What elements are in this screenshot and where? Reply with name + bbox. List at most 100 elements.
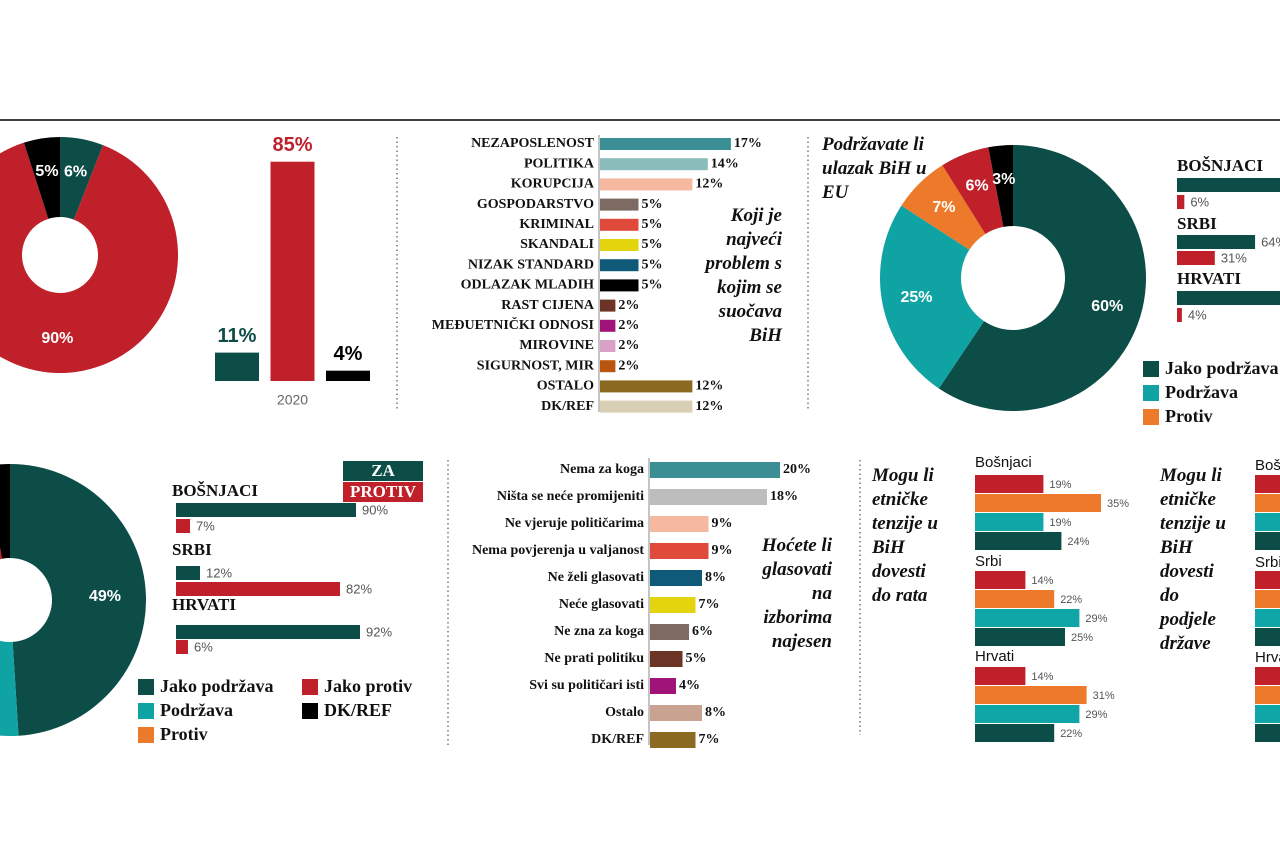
group-label: Hrvati	[975, 648, 1014, 665]
legend-swatch	[1143, 409, 1159, 425]
bar	[975, 667, 1026, 685]
bar	[1177, 308, 1182, 322]
bar	[600, 178, 693, 191]
bar	[975, 532, 1062, 550]
bar	[600, 239, 639, 251]
bar	[600, 259, 639, 272]
data-label: 2%	[618, 358, 639, 373]
bar	[600, 218, 639, 231]
bar	[650, 543, 709, 559]
bar	[1255, 571, 1280, 589]
chart-title: Hoćete li glasovati na izborima najesen	[761, 535, 832, 652]
category-label: POLITIKA	[524, 156, 595, 171]
bar	[650, 516, 709, 532]
legend-label: Protiv	[1165, 406, 1213, 426]
category-label: SKANDALI	[520, 237, 594, 252]
data-label: 22%	[1060, 594, 1082, 606]
bar	[975, 724, 1055, 742]
category-label: MEĐUETNIČKI ODNOSI	[432, 316, 594, 333]
data-label: 4%	[1188, 307, 1207, 322]
legend-label: Jako protiv	[324, 676, 412, 696]
data-label: 2%	[618, 338, 639, 353]
bar	[176, 640, 188, 654]
category-label: Ne prati politiku	[544, 651, 644, 666]
donut-slice	[988, 145, 1013, 227]
bar	[1255, 667, 1280, 685]
bar	[1255, 705, 1280, 723]
legend-label: DK/REF	[324, 700, 392, 720]
data-label: 12%	[206, 565, 232, 580]
bar	[600, 400, 693, 413]
category-label: NEZAPOSLENOST	[471, 136, 595, 151]
donut-slice	[10, 463, 147, 736]
data-label: 4%	[334, 343, 363, 365]
bar	[1255, 686, 1280, 704]
group-label: SRBI	[1177, 214, 1217, 233]
bar	[1255, 590, 1280, 608]
data-label: 8%	[705, 705, 726, 720]
legend-swatch	[302, 679, 318, 695]
bar	[975, 705, 1080, 723]
chart-title: Mogu li etničke tenzije u BiH dovesti do…	[1160, 465, 1226, 654]
bar	[176, 566, 200, 580]
bar	[176, 519, 190, 533]
data-label: 18%	[770, 489, 798, 504]
donut-slice	[0, 142, 178, 373]
donut-slice	[0, 547, 3, 560]
bar	[650, 678, 676, 694]
data-label: 60%	[1091, 298, 1123, 315]
data-label: 4%	[679, 678, 700, 693]
legend-swatch	[302, 703, 318, 719]
group-label: Hrvati	[1255, 649, 1280, 666]
data-label: 5%	[35, 163, 58, 180]
bar	[975, 571, 1026, 589]
data-label: 14%	[711, 156, 739, 171]
category-label: Ne vjeruje političarima	[505, 516, 644, 531]
bar	[650, 651, 683, 667]
data-label: 19%	[1049, 479, 1071, 491]
category-label: Svi su političari isti	[529, 678, 644, 693]
bar	[600, 340, 616, 352]
data-label: 9%	[712, 543, 733, 558]
bar	[1255, 724, 1280, 742]
donut-slice	[23, 137, 60, 219]
bar	[650, 570, 702, 586]
donut-slice	[938, 145, 1146, 411]
category-label: MIROVINE	[519, 338, 594, 353]
bar	[650, 462, 780, 478]
bar	[1177, 195, 1185, 209]
data-label: 5%	[642, 257, 663, 272]
bar	[650, 597, 696, 613]
data-label: 14%	[1031, 671, 1053, 683]
group-label: BOŠNJACI	[1177, 156, 1263, 175]
bar	[600, 380, 693, 393]
bar	[975, 686, 1087, 704]
bar	[600, 198, 639, 211]
data-label: 29%	[1085, 709, 1107, 721]
bar	[650, 705, 702, 721]
bar	[975, 590, 1055, 608]
category-label: Nema za koga	[560, 462, 644, 477]
category-label: GOSPODARSTVO	[477, 197, 594, 212]
category-label: KRIMINAL	[519, 217, 594, 232]
data-label: 6%	[966, 178, 989, 195]
data-label: 7%	[699, 732, 720, 747]
data-label: 6%	[692, 624, 713, 639]
data-label: 31%	[1221, 250, 1247, 265]
donut-slice	[0, 640, 19, 736]
bar	[1177, 235, 1256, 249]
chart-title: Podržavate li ulazak BiH u EU	[822, 134, 927, 203]
category-label: DK/REF	[541, 399, 594, 414]
bar	[1177, 178, 1280, 192]
legend-label: Protiv	[160, 724, 208, 744]
bar	[176, 503, 356, 517]
legend-box	[343, 461, 423, 481]
bar	[650, 624, 689, 640]
donut-slice	[880, 205, 985, 389]
data-label: 20%	[783, 462, 811, 477]
category-label: Ostalo	[605, 705, 644, 720]
data-label: 12%	[695, 399, 723, 414]
legend-label: Podržava	[1165, 382, 1238, 402]
bar	[600, 299, 616, 312]
group-label: HRVATI	[1177, 269, 1241, 288]
